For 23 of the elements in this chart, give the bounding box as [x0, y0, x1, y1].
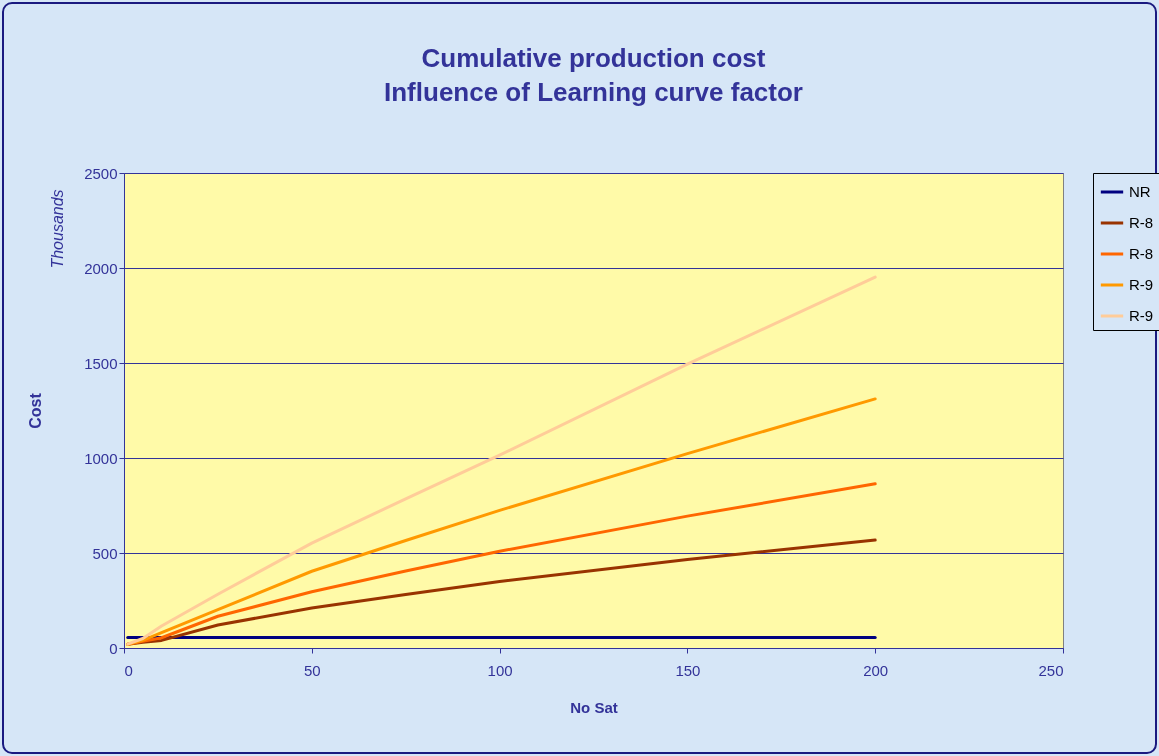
x-tick-label: 0: [124, 661, 133, 679]
text: Thousands: [48, 189, 67, 269]
x-axis-title: No Sat: [570, 698, 618, 716]
chart-subtitle: Influence of Learning curve factor: [384, 77, 803, 107]
y-tick-label: 2500: [84, 164, 118, 182]
x-tick-label: 150: [675, 661, 701, 679]
x-tick-label: 50: [303, 661, 321, 679]
legend-label: R-9: [1129, 307, 1154, 324]
legend-label: R-9: [1129, 276, 1154, 293]
legend-label: R-8: [1129, 214, 1154, 231]
y-tick-label: 2000: [84, 259, 118, 277]
x-tick-label: 200: [863, 661, 889, 679]
legend-label: R-8: [1129, 245, 1154, 262]
x-tick-label: 250: [1038, 661, 1064, 679]
y-tick-label: 1000: [84, 449, 118, 467]
chart-title: Cumulative production cost: [421, 43, 766, 73]
y-axis-title: Cost: [27, 392, 45, 429]
y-tick-label: 0: [109, 639, 118, 657]
y-tick-label: 500: [92, 544, 118, 562]
legend-label: NR: [1129, 183, 1151, 200]
line-series: [126, 275, 877, 646]
y-tick-label: 1500: [84, 354, 118, 372]
x-tick-label: 100: [487, 661, 513, 679]
